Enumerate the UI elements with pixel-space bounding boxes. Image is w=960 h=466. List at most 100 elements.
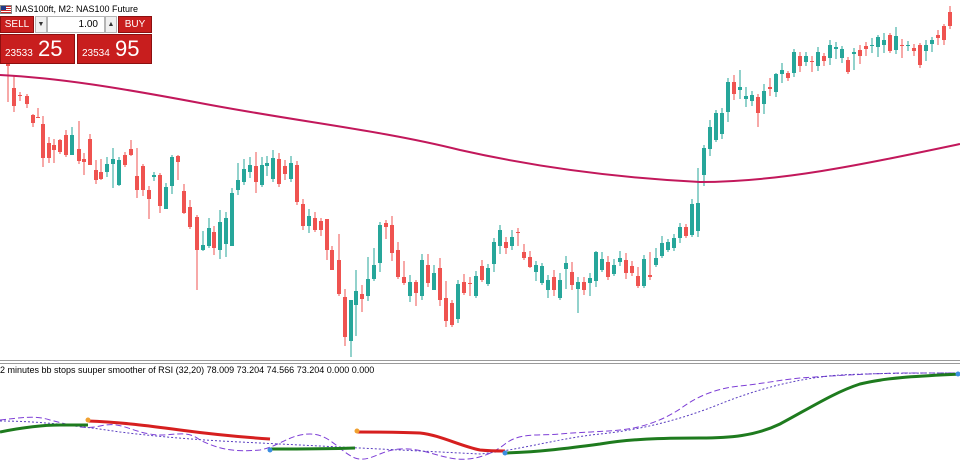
bullish-candle (271, 150, 275, 182)
bearish-candle (864, 42, 868, 56)
candle-body (64, 135, 68, 155)
candle-body (47, 143, 51, 158)
candle-body (236, 180, 240, 190)
bullish-candle (354, 270, 358, 336)
candle-body (408, 282, 412, 296)
bullish-candle (236, 163, 240, 195)
bullish-candle (612, 259, 616, 276)
pane-separator[interactable] (0, 360, 960, 364)
bullish-candle (882, 33, 886, 53)
bullish-candle (804, 52, 808, 66)
bullish-candle (366, 257, 370, 301)
bullish-candle (420, 254, 424, 300)
candle-body (606, 262, 610, 277)
bearish-candle (888, 33, 892, 53)
bullish-candle (378, 222, 382, 272)
candle-body (402, 277, 406, 283)
bearish-candle (390, 216, 394, 261)
candle-body (900, 45, 904, 46)
bearish-candle (325, 219, 329, 260)
bullish-candle (510, 230, 514, 250)
bullish-candle (726, 78, 730, 122)
candle-body (924, 45, 928, 51)
candle-body (930, 40, 934, 44)
bullish-candle (660, 236, 664, 258)
candle-body (558, 280, 562, 298)
bullish-candle (618, 251, 622, 266)
candle-body (372, 265, 376, 279)
bearish-candle (462, 274, 466, 295)
down-start-marker (354, 428, 360, 434)
bullish-candle (744, 87, 748, 107)
candle-body (768, 87, 772, 89)
bullish-candle (714, 110, 718, 142)
candle-body (906, 45, 910, 46)
bullish-candle (534, 261, 538, 281)
candle-body (360, 294, 364, 299)
candle-body (289, 163, 293, 179)
bearish-candle (58, 139, 62, 154)
buy-button[interactable]: BUY (118, 16, 152, 33)
candle-body (726, 82, 730, 112)
candle-body (88, 139, 92, 165)
candle-body (325, 219, 329, 250)
bullish-candle (774, 73, 778, 97)
candle-body (123, 155, 127, 165)
bullish-candle (546, 275, 550, 298)
bullish-candle (720, 108, 724, 139)
bullish-candle (600, 252, 604, 272)
candle-body (618, 258, 622, 262)
one-click-trading-panel: SELL ▼ 1.00 ▲ BUY 23533 25 23534 95 (0, 16, 152, 64)
volume-increase-button[interactable]: ▲ (105, 16, 117, 33)
bullish-candle (456, 280, 460, 323)
volume-input[interactable]: 1.00 (47, 16, 105, 33)
buy-price-box[interactable]: 23534 95 (77, 34, 152, 64)
candle-body (504, 242, 508, 248)
bearish-candle (360, 285, 364, 312)
bearish-candle (822, 53, 826, 66)
candle-body (207, 228, 211, 246)
candle-body (52, 145, 56, 150)
candle-body (786, 73, 790, 78)
bullish-candle (224, 212, 228, 257)
candle-body (390, 225, 394, 253)
indicator-slow-line (0, 372, 960, 455)
bearish-candle (313, 212, 317, 232)
candle-body (420, 260, 424, 296)
sell-button[interactable]: SELL (0, 16, 34, 33)
candle-body (343, 297, 347, 337)
candle-body (684, 227, 688, 236)
bearish-candle (277, 153, 281, 187)
bullish-candle (708, 120, 712, 156)
bearish-candle (52, 139, 56, 163)
bearish-candle (123, 152, 127, 167)
candle-body (948, 12, 952, 26)
candle-body (678, 227, 682, 238)
candle-body (111, 159, 115, 164)
candle-body (260, 165, 264, 185)
sell-price-box[interactable]: 23533 25 (0, 34, 75, 64)
bearish-candle (858, 45, 862, 64)
bearish-candle (468, 277, 472, 296)
candle-body (70, 135, 74, 155)
bullish-candle (576, 277, 580, 313)
candle-body (396, 250, 400, 277)
bearish-candle (630, 261, 634, 276)
bullish-candle (738, 70, 742, 99)
volume-decrease-button[interactable]: ▼ (35, 16, 47, 33)
bullish-candle (242, 159, 246, 185)
candle-body (576, 282, 580, 289)
candle-body (846, 60, 850, 72)
indicator-chart[interactable] (0, 364, 960, 466)
indicator-up-segment-3 (504, 372, 960, 455)
candle-body (882, 40, 886, 45)
candle-body (354, 291, 358, 305)
bearish-candle (732, 75, 736, 100)
bearish-candle (77, 121, 81, 164)
candle-body (636, 276, 640, 286)
candle-body (12, 88, 16, 106)
bearish-candle (846, 57, 850, 74)
bullish-candle (876, 35, 880, 57)
price-chart[interactable] (0, 0, 960, 360)
bearish-candle (570, 262, 574, 290)
